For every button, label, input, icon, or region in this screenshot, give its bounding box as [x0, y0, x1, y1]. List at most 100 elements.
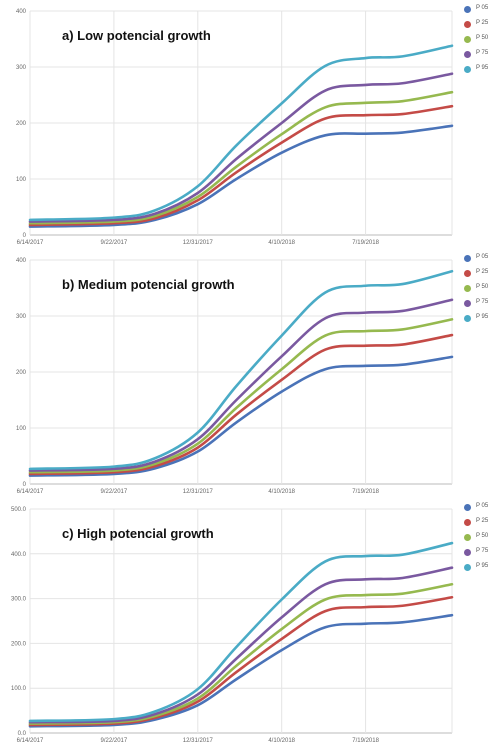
legend-swatch: [464, 270, 471, 277]
y-tick-label: 100.0: [11, 686, 27, 692]
legend-swatch: [464, 315, 471, 322]
line-chart-c: 0.0 100.0 200.0 300.0 400.0 500.0 6/14/2017 9/2…: [11, 507, 454, 744]
legend-item[interactable]: P 50: [464, 532, 500, 547]
y-tick-label: 100: [16, 426, 27, 432]
legend-swatch: [464, 300, 471, 307]
legend-item[interactable]: P 75: [464, 49, 500, 64]
y-tick-label: 300.0: [11, 597, 27, 603]
legend-item[interactable]: P 95: [464, 313, 500, 328]
y-tick-label: 0: [23, 482, 27, 488]
series-line-p05: [28, 613, 454, 728]
chart-panel-a: 0 100 200 300 400 6/14/2017 9/22/2017 12/31/201…: [0, 0, 501, 248]
legend-label: P 25: [476, 20, 489, 26]
legend-label: P 50: [476, 284, 489, 290]
legend-label: P 50: [476, 533, 489, 539]
legend-label: P 95: [476, 65, 489, 71]
series-line-p05: [28, 355, 454, 477]
series-line-p25: [28, 104, 454, 227]
legend-label: P 05: [476, 5, 489, 11]
y-tick-label: 300: [16, 65, 27, 71]
series-line-p95: [28, 541, 454, 723]
x-tick-label: 6/14/2017: [17, 738, 44, 744]
x-tick-label: 4/10/2018: [268, 738, 295, 744]
legend-label: P 25: [476, 269, 489, 275]
legend-label: P 95: [476, 314, 489, 320]
legend-label: P 05: [476, 254, 489, 260]
x-tick-label: 7/19/2018: [352, 489, 379, 495]
legend-b: P 05 P 25 P 50 P 75 P 95: [464, 253, 500, 328]
legend-item[interactable]: P 05: [464, 502, 500, 517]
series-line-p95: [28, 44, 454, 222]
series-line-p50: [28, 582, 454, 725]
legend-swatch: [464, 564, 471, 571]
y-tick-label: 500.0: [11, 507, 27, 513]
y-tick-label: 400: [16, 258, 27, 264]
legend-label: P 25: [476, 518, 489, 524]
legend-label: P 75: [476, 548, 489, 554]
x-tick-label: 6/14/2017: [17, 240, 44, 246]
y-tick-label: 200: [16, 121, 27, 127]
y-tick-label: 100: [16, 177, 27, 183]
legend-swatch: [464, 51, 471, 58]
legend-swatch: [464, 36, 471, 43]
chart-title-c: c) High potencial growth: [62, 526, 214, 541]
legend-item[interactable]: P 05: [464, 4, 500, 19]
series-line-p25: [28, 333, 454, 476]
chart-title-a: a) Low potencial growth: [62, 28, 211, 43]
legend-label: P 95: [476, 563, 489, 569]
legend-label: P 75: [476, 299, 489, 305]
legend-swatch: [464, 519, 471, 526]
line-chart-b: 0 100 200 300 400 6/14/2017 9/22/2017 12/31/201…: [16, 258, 454, 495]
legend-label: P 05: [476, 503, 489, 509]
legend-swatch: [464, 66, 471, 73]
series-line-p50: [28, 318, 454, 474]
legend-item[interactable]: P 75: [464, 547, 500, 562]
legend-swatch: [464, 534, 471, 541]
legend-label: P 75: [476, 50, 489, 56]
legend-item[interactable]: P 25: [464, 268, 500, 283]
series-line-p05: [28, 124, 454, 228]
legend-swatch: [464, 285, 471, 292]
x-tick-label: 7/19/2018: [352, 738, 379, 744]
series-line-p75: [28, 298, 454, 472]
series-line-p95: [28, 269, 454, 471]
legend-c: P 05 P 25 P 50 P 75 P 95: [464, 502, 500, 577]
y-tick-label: 400: [16, 9, 27, 15]
legend-item[interactable]: P 95: [464, 64, 500, 79]
x-tick-label: 12/31/2017: [183, 489, 214, 495]
series-line-p75: [28, 566, 454, 724]
chart-panel-b: 0 100 200 300 400 6/14/2017 9/22/2017 12/31/201…: [0, 249, 501, 497]
chart-title-b: b) Medium potencial growth: [62, 277, 235, 292]
x-tick-label: 9/22/2017: [101, 489, 128, 495]
x-tick-label: 7/19/2018: [352, 240, 379, 246]
legend-item[interactable]: P 05: [464, 253, 500, 268]
legend-swatch: [464, 549, 471, 556]
y-tick-label: 200.0: [11, 641, 27, 647]
legend-item[interactable]: P 50: [464, 283, 500, 298]
legend-item[interactable]: P 95: [464, 562, 500, 577]
chart-panel-c: 0.0 100.0 200.0 300.0 400.0 500.0 6/14/2017 9/2…: [0, 498, 501, 746]
y-tick-label: 400.0: [11, 552, 27, 558]
series-line-p25: [28, 595, 454, 727]
legend-item[interactable]: P 25: [464, 517, 500, 532]
legend-swatch: [464, 21, 471, 28]
y-tick-label: 200: [16, 370, 27, 376]
legend-item[interactable]: P 50: [464, 34, 500, 49]
x-tick-label: 4/10/2018: [268, 489, 295, 495]
x-tick-label: 4/10/2018: [268, 240, 295, 246]
legend-item[interactable]: P 75: [464, 298, 500, 313]
series-line-p50: [28, 90, 454, 225]
x-tick-label: 12/31/2017: [183, 240, 214, 246]
y-tick-label: 300: [16, 314, 27, 320]
y-tick-label: 0.0: [18, 731, 27, 737]
legend-swatch: [464, 504, 471, 511]
legend-a: P 05 P 25 P 50 P 75 P 95: [464, 4, 500, 79]
legend-item[interactable]: P 25: [464, 19, 500, 34]
legend-swatch: [464, 255, 471, 262]
x-tick-label: 9/22/2017: [101, 738, 128, 744]
y-tick-label: 0: [23, 233, 27, 239]
series-line-p75: [28, 72, 454, 223]
legend-label: P 50: [476, 35, 489, 41]
legend-swatch: [464, 6, 471, 13]
x-tick-label: 12/31/2017: [183, 738, 214, 744]
